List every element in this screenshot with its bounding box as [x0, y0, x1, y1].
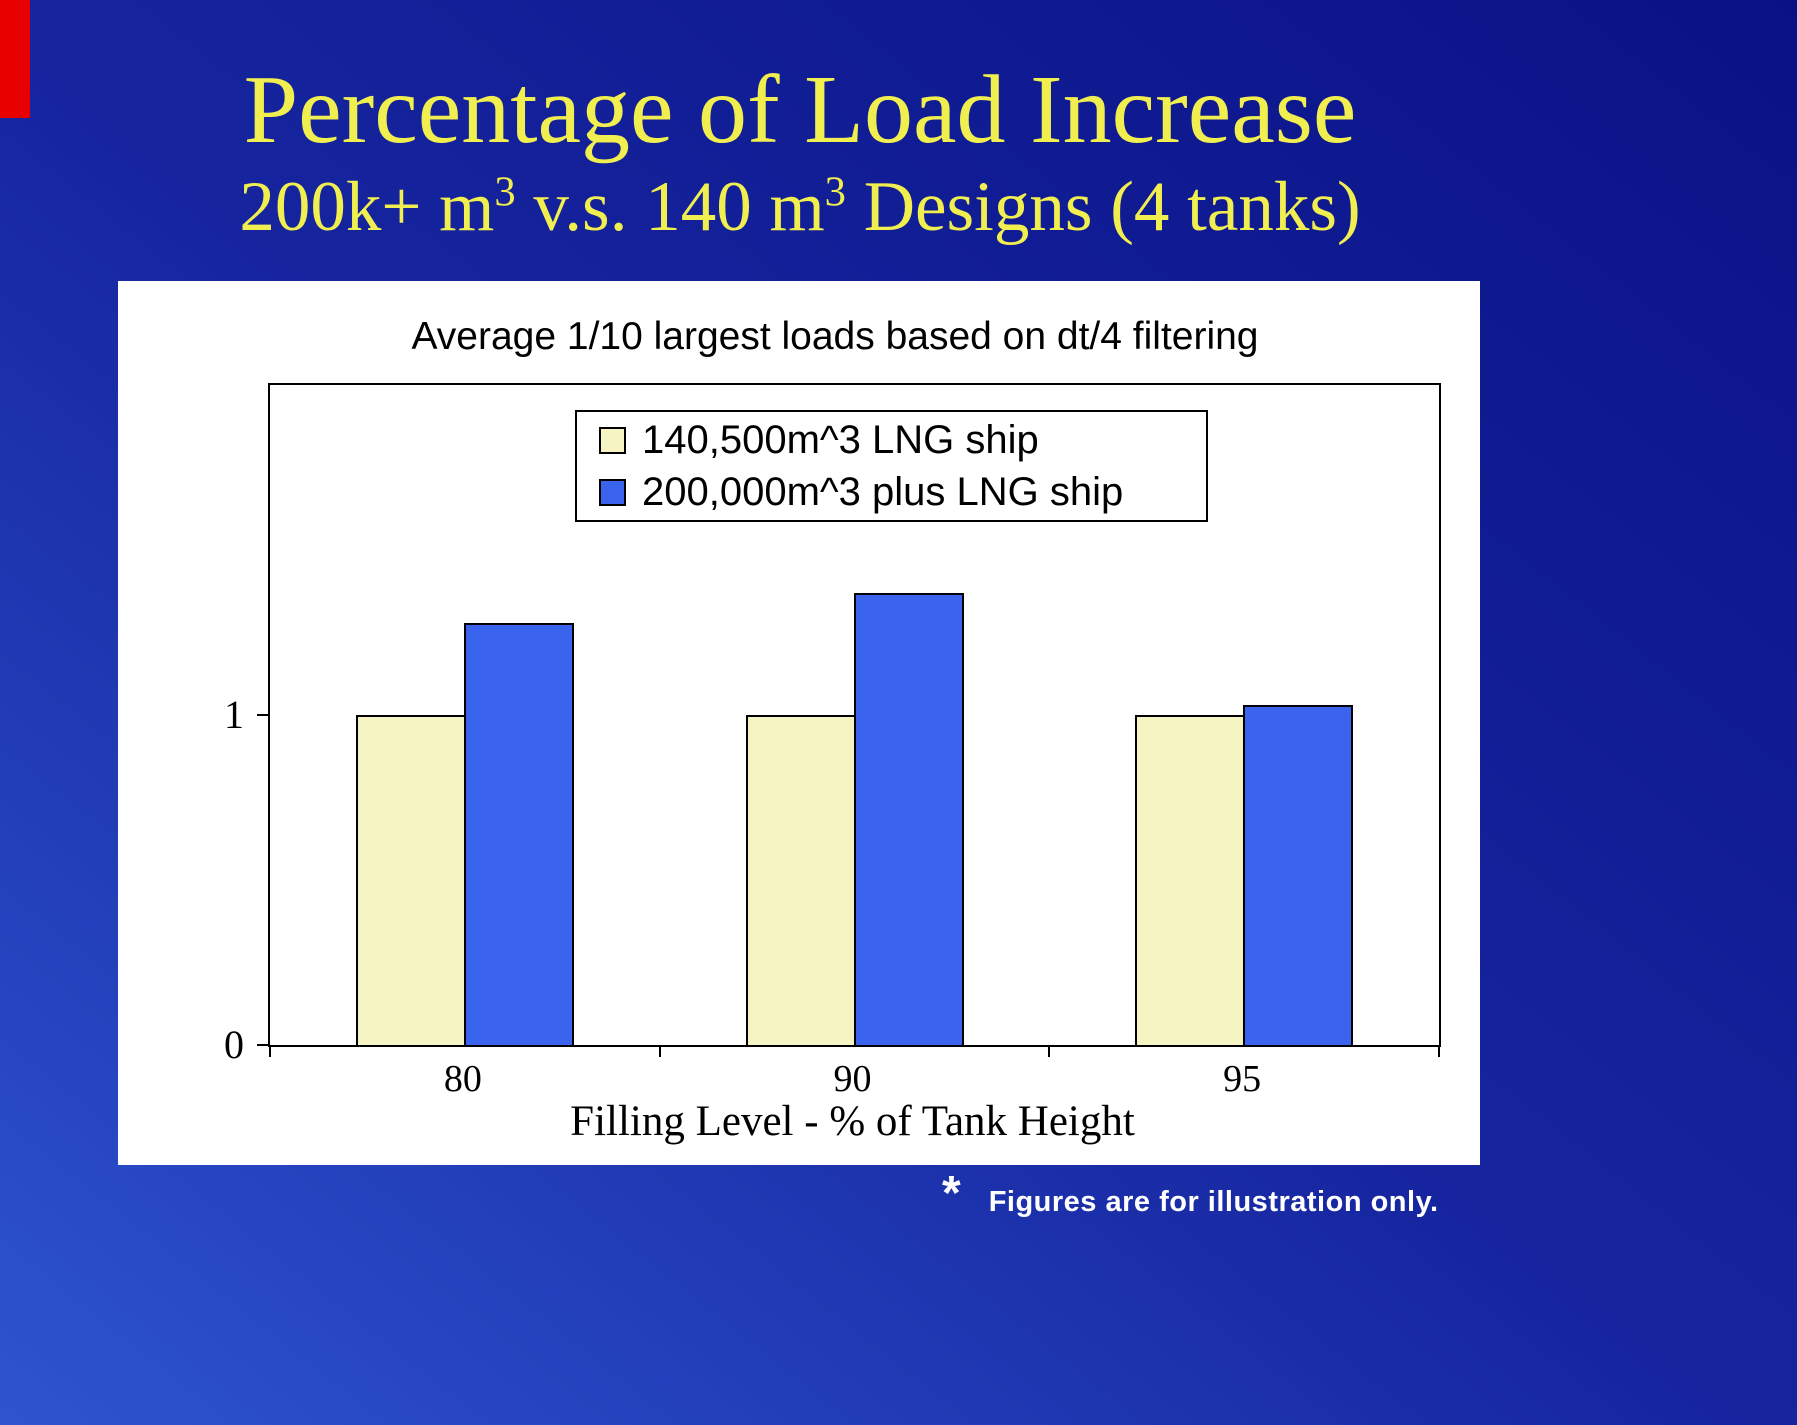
slide-title: Percentage of Load Increase [243, 56, 1357, 164]
subtitle-superscript-2: 3 [824, 168, 846, 216]
bar-groups [270, 385, 1439, 1045]
x-category-label-80: 80 [443, 1058, 482, 1100]
bar-80-series1 [355, 715, 466, 1045]
x-axis-title: Filling Level - % of Tank Height [570, 1098, 1135, 1145]
y-tick-mark [257, 714, 270, 716]
chart-legend: 140,500m^3 LNG ship 200,000m^3 plus LNG … [575, 410, 1208, 522]
subtitle-part-1: 200k+ m [239, 167, 495, 246]
legend-swatch-200000 [599, 478, 626, 506]
y-tick-label: 0 [224, 1022, 244, 1067]
subtitle-part-3: Designs (4 tanks) [845, 167, 1361, 246]
chart-title: Average 1/10 largest loads based on dt/4… [411, 315, 1259, 358]
bar-95-series1 [1135, 715, 1246, 1045]
x-category-label-90: 90 [833, 1058, 872, 1100]
x-labels: 80 90 95 [268, 1057, 1437, 1101]
bar-group-90 [660, 593, 1050, 1045]
legend-item-200000: 200,000m^3 plus LNG ship [599, 470, 1206, 515]
y-tick-mark [257, 1044, 270, 1046]
subtitle-part-2: v.s. 140 m [515, 167, 825, 246]
bar-95-series2 [1243, 705, 1354, 1045]
x-tick-mark [658, 1045, 661, 1057]
legend-label-140500: 140,500m^3 LNG ship [642, 417, 1039, 462]
bar-90-series2 [853, 593, 964, 1045]
chart-panel: Average 1/10 largest loads based on dt/4… [118, 281, 1480, 1165]
subtitle-superscript-1: 3 [494, 168, 516, 216]
bar-80-series2 [463, 623, 574, 1045]
x-tick-mark [1048, 1045, 1051, 1057]
slide-subtitle: 200k+ m3 v.s. 140 m3 Designs (4 tanks) [0, 168, 1600, 248]
title-block: Percentage of Load Increase 200k+ m3 v.s… [0, 56, 1600, 247]
x-category-label-95: 95 [1223, 1058, 1262, 1100]
red-corner-mark [0, 0, 30, 118]
bar-group-80 [270, 623, 660, 1045]
footnote-asterisk: * [942, 1167, 961, 1220]
legend-swatch-140500 [599, 426, 626, 454]
legend-item-140500: 140,500m^3 LNG ship [599, 418, 1206, 463]
y-tick-label: 1 [224, 692, 244, 737]
bar-group-95 [1049, 705, 1439, 1045]
bar-90-series1 [745, 715, 856, 1045]
footnote-text: Figures are for illustration only. [988, 1186, 1439, 1218]
legend-label-200000: 200,000m^3 plus LNG ship [642, 469, 1124, 514]
x-tick-mark [269, 1045, 271, 1057]
footnote: * Figures are for illustration only. [942, 1170, 1439, 1219]
x-tick-mark [1438, 1045, 1440, 1057]
